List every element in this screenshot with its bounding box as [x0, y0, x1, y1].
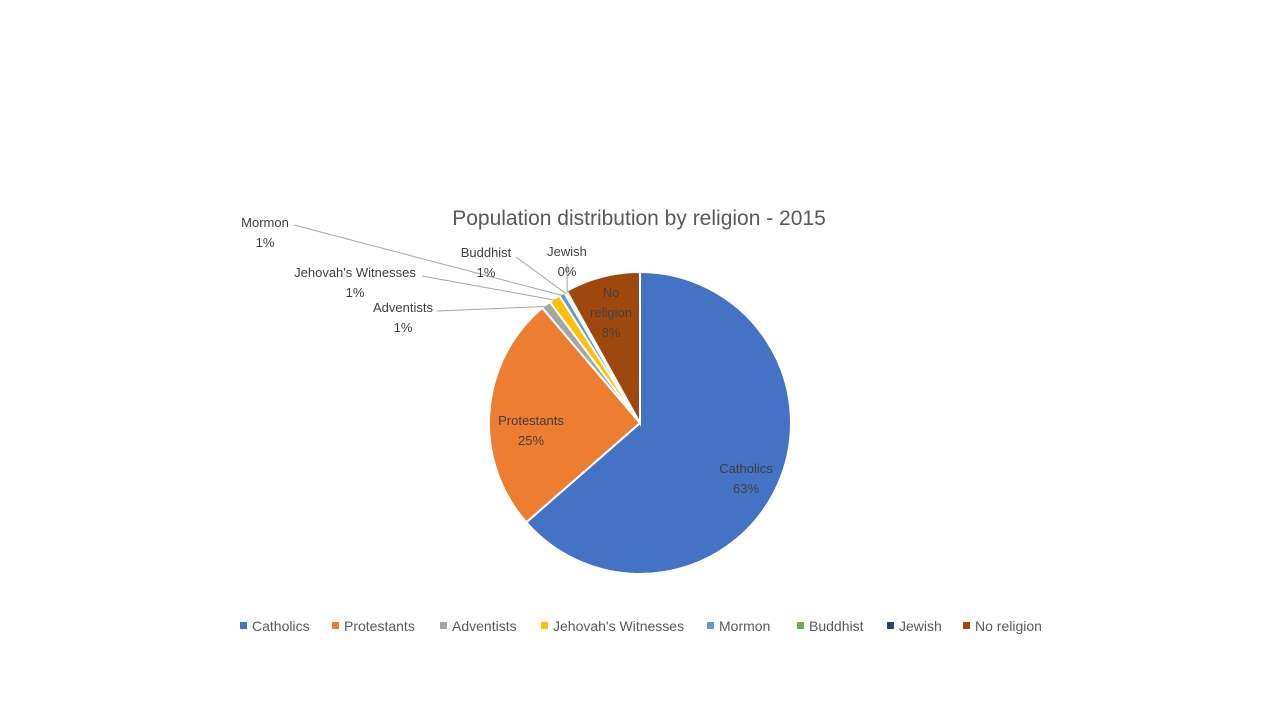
chart-title: Population distribution by religion - 20… — [452, 207, 826, 230]
legend-item-adventists: Adventists — [440, 618, 517, 634]
legend-swatch-mormon — [707, 622, 714, 629]
leader-lines — [293, 224, 568, 312]
data-label-jewish: Jewish 0% — [547, 244, 587, 279]
leader-line-adventists — [436, 305, 548, 312]
data-label-catholics: Catholics 63% — [719, 461, 773, 496]
legend-label-catholics: Catholics — [252, 618, 310, 634]
legend-swatch-jehovah-s-witnesses — [541, 622, 548, 629]
leader-line-jehovah-s-witnesses — [421, 275, 556, 301]
legend-swatch-catholics — [240, 622, 247, 629]
data-label-no-religion: No religion 8% — [590, 285, 632, 340]
legend-item-buddhist: Buddhist — [797, 618, 864, 634]
legend-label-jewish: Jewish — [899, 618, 942, 634]
data-label-buddhist: Buddhist 1% — [461, 245, 512, 280]
legend-label-jehovah-s-witnesses: Jehovah's Witnesses — [553, 618, 684, 634]
legend-label-no-religion: No religion — [975, 618, 1042, 634]
legend-label-protestants: Protestants — [344, 618, 415, 634]
legend-item-mormon: Mormon — [707, 618, 770, 634]
legend-swatch-no-religion — [963, 622, 970, 629]
data-label-adventists: Adventists 1% — [373, 300, 433, 335]
legend-item-protestants: Protestants — [332, 618, 415, 634]
pie-slice-catholics — [524, 270, 792, 575]
legend: Catholics Protestants Adventists Jehovah's … — [240, 618, 1042, 634]
data-label-mormon: Mormon 1% — [241, 215, 289, 250]
legend-label-adventists: Adventists — [452, 618, 517, 634]
pie-slice-protestants — [488, 306, 642, 524]
legend-item-catholics: Catholics — [240, 618, 310, 634]
legend-swatch-jewish — [887, 622, 894, 629]
legend-swatch-adventists — [440, 622, 447, 629]
legend-label-buddhist: Buddhist — [809, 618, 864, 634]
leader-line-mormon — [293, 224, 563, 297]
legend-swatch-protestants — [332, 622, 339, 629]
leader-line-buddhist — [515, 256, 567, 295]
data-labels: Catholics 63% Protestants 25% No religion 8% Ad… — [241, 215, 773, 496]
legend-label-mormon: Mormon — [719, 618, 770, 634]
legend-item-no-religion: No religion — [963, 618, 1042, 634]
data-label-jehovah-s-witnesses: Jehovah's Witnesses 1% — [294, 265, 416, 300]
pie-slices — [488, 270, 792, 575]
legend-item-jewish: Jewish — [887, 618, 942, 634]
legend-item-jehovah-s-witnesses: Jehovah's Witnesses — [541, 618, 684, 634]
data-label-protestants: Protestants 25% — [498, 413, 564, 448]
legend-swatch-buddhist — [797, 622, 804, 629]
